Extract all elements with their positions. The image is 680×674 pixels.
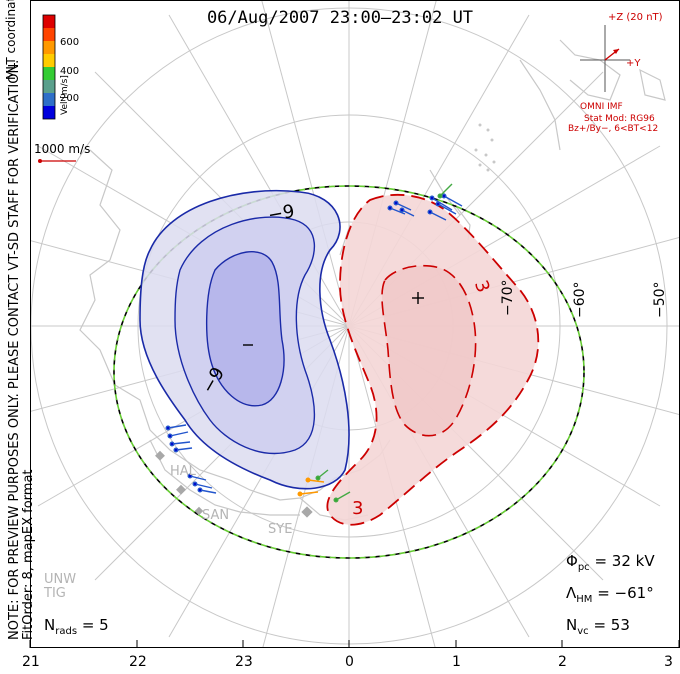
stat-symbol: Λ (566, 584, 577, 602)
cross-polar-potential: Φpc = 32 kV (566, 552, 655, 573)
colorbar-tick: 200 (60, 93, 80, 104)
stat-value: = −61° (597, 584, 654, 602)
vector-count: Nvc = 53 (566, 616, 630, 637)
preview-note: NOTE: FOR PREVIEW PURPOSES ONLY. PLEASE … (7, 59, 36, 640)
map-title: 06/Aug/2007 23:00–23:02 UT (206, 8, 474, 28)
colorbar-tick: 600 (60, 37, 80, 48)
vector-scale (38, 159, 76, 163)
stat-model-label: Stat Mod: RG96 (584, 114, 655, 124)
stat-sub: vc (577, 626, 589, 637)
latitude-label: −70° (500, 279, 516, 316)
stat-sub: pc (577, 562, 590, 573)
island-dots (474, 123, 496, 172)
colorbar-swatch (43, 54, 55, 67)
stat-value: = 5 (81, 616, 109, 634)
velocity-colorbar (42, 14, 56, 120)
preview-note-line1: NOTE: FOR PREVIEW PURPOSES ONLY. PLEASE … (7, 59, 22, 640)
radar-label: HAL (170, 464, 196, 479)
contour-label: 3 (352, 498, 364, 519)
stat-symbol: N (566, 616, 578, 634)
negative-cell-inner (206, 251, 285, 407)
mlt-tick-label: 23 (235, 654, 253, 670)
colorbar-swatch (43, 28, 55, 41)
stat-value: = 32 kV (594, 552, 655, 570)
imf-condition-label: Bz+/By−, 6<BT<12 (568, 124, 659, 134)
hm-boundary-latitude: ΛHM = −61° (566, 584, 654, 605)
stat-symbol: Φ (566, 552, 578, 570)
velocity-vectors (165, 183, 463, 503)
stat-sub: rads (55, 626, 78, 637)
colorbar-tick: 400 (60, 66, 80, 77)
mlt-tick-label: 0 (345, 654, 354, 670)
latitude-label: −50° (652, 281, 668, 318)
imf-z-label: +Z (20 nT) (608, 12, 663, 23)
radar-label: SAN (202, 508, 230, 523)
vector-scale-label: 1000 m/s (34, 142, 91, 156)
colorbar-swatch (43, 15, 55, 28)
radar-sites (155, 450, 313, 518)
stat-symbol: N (44, 616, 56, 634)
mlt-tick-label: 21 (22, 654, 40, 670)
mlt-tick-label: 3 (664, 654, 673, 670)
colorbar-swatch (43, 67, 55, 80)
colorbar-swatch (43, 93, 55, 106)
radar-label: TIG (44, 586, 66, 601)
colorbar-swatch (43, 41, 55, 54)
mlt-tick-label: 2 (558, 654, 567, 670)
colorbar-swatch (43, 106, 55, 119)
mlt-axis-ticks (29, 640, 680, 648)
mlt-tick-label: 1 (452, 654, 461, 670)
stat-sub: HM (576, 594, 593, 605)
stat-value: = 53 (593, 616, 630, 634)
potential-max-marker (412, 292, 424, 304)
imf-source-label: OMNI IMF (580, 102, 623, 112)
radar-label: UNW (44, 572, 77, 587)
colorbar-swatch (43, 80, 55, 93)
coordinate-system-label: MLT coordinates (4, 0, 18, 80)
imf-dial (580, 25, 630, 92)
imf-y-label: +Y (626, 58, 641, 69)
latitude-label: −60° (572, 281, 588, 318)
radar-count: Nrads = 5 (44, 616, 109, 637)
radar-label: SYE (268, 522, 293, 537)
mlt-tick-label: 22 (129, 654, 147, 670)
positive-cell-inner (381, 264, 477, 437)
hm-boundary-green (113, 185, 585, 559)
